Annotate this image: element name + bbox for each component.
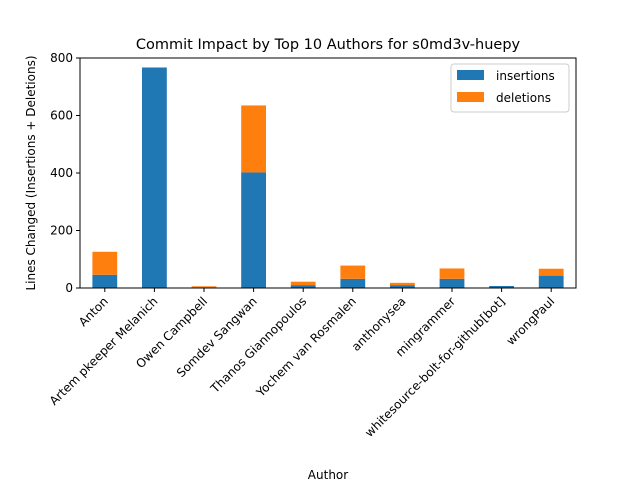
bar-deletions-5	[340, 265, 366, 279]
bar-insertions-1	[142, 67, 167, 289]
bar-deletions-3	[241, 105, 266, 173]
bars-layer	[92, 67, 564, 289]
bar-insertions-8	[489, 285, 514, 288]
y-tick-label-0: 0	[65, 281, 73, 295]
legend: insertions deletions	[450, 63, 570, 113]
y-tick-label-1: 200	[50, 224, 73, 238]
bar-insertions-7	[439, 278, 465, 288]
y-tick-label-4: 800	[50, 51, 73, 65]
bar-insertions-3	[241, 172, 266, 288]
y-tick-label-2: 400	[50, 166, 73, 180]
y-axis: 0 200 400 600 800	[50, 51, 80, 295]
x-tick-label-9: wrongPaul	[504, 294, 558, 348]
legend-label-deletions: deletions	[496, 91, 551, 105]
bar-deletions-0	[92, 251, 118, 275]
x-tick-label-4: Thanos Giannopoulos	[207, 294, 309, 396]
x-axis-label: Author	[308, 468, 348, 480]
bar-deletions-7	[439, 268, 465, 279]
y-axis-label: Lines Changed (Insertions + Deletions)	[24, 55, 38, 290]
legend-swatch-insertions	[457, 70, 484, 80]
x-tick-label-0: Anton	[76, 294, 111, 329]
y-tick-label-3: 600	[50, 109, 73, 123]
bar-deletions-6	[390, 282, 415, 286]
chart-title: Commit Impact by Top 10 Authors for s0md…	[136, 37, 521, 53]
bar-deletions-9	[538, 268, 564, 276]
bar-insertions-6	[390, 285, 415, 289]
plot-frame	[79, 57, 577, 289]
bar-insertions-9	[538, 275, 564, 288]
bar-deletions-2	[191, 286, 217, 288]
bar-insertions-5	[340, 278, 366, 288]
bar-deletions-4	[290, 281, 316, 286]
x-tick-label-5: Yochem van Rosmalen	[253, 294, 359, 400]
bar-insertions-4	[290, 285, 316, 289]
legend-swatch-deletions	[457, 92, 484, 102]
bar-insertions-0	[92, 274, 118, 288]
legend-label-insertions: insertions	[496, 69, 555, 83]
